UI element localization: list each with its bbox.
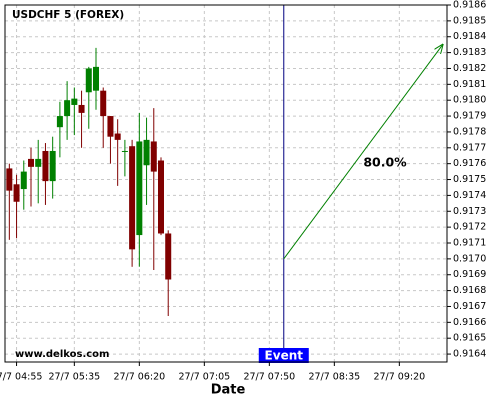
y-tick-label: 0.9164 (453, 349, 486, 360)
x-tick-label: 27/7 05:35 (48, 372, 100, 383)
chart-title: USDCHF 5 (FOREX) (12, 9, 124, 21)
y-tick-label: 0.9180 (453, 95, 486, 106)
forecast-arrow (283, 45, 443, 260)
x-axis-label: Date (211, 383, 246, 398)
candle-body (56, 116, 63, 128)
candle-body (136, 141, 143, 236)
candle-body (150, 141, 157, 172)
y-tick-label: 0.9169 (453, 269, 486, 280)
y-tick-label: 0.9170 (453, 253, 486, 264)
y-tick-label: 0.9182 (453, 63, 486, 74)
watermark: www.delkos.com (15, 349, 109, 360)
candle-body (129, 146, 136, 250)
y-tick-label: 0.9183 (453, 47, 486, 58)
y-tick-label: 0.9166 (453, 317, 486, 328)
candle-body (6, 168, 13, 191)
y-tick-label: 0.9167 (453, 301, 486, 312)
candle-body (85, 68, 92, 93)
plot-layer: Event 80.0% (5, 4, 447, 363)
y-tick-label: 0.9184 (453, 31, 486, 42)
x-tick-label: 27/7 08:35 (308, 372, 360, 383)
candle-body (143, 139, 150, 166)
candle-body (165, 233, 172, 280)
candle-body (13, 184, 20, 202)
event-label-box (258, 348, 309, 363)
y-tick-label: 0.9168 (453, 285, 486, 296)
candle-body (114, 133, 121, 140)
plot-frame (4, 4, 448, 363)
candle-body (100, 90, 107, 117)
candle-body (78, 104, 85, 113)
candle-body (64, 100, 71, 117)
x-tick-label: 27/7 09:20 (373, 372, 425, 383)
y-tick-label: 0.9171 (453, 238, 486, 249)
y-tick-label: 0.9175 (453, 174, 486, 185)
y-tick-label: 0.9177 (453, 142, 486, 153)
y-tick-label: 0.9178 (453, 126, 486, 137)
y-tick-label: 0.9172 (453, 222, 486, 233)
candle-body (121, 150, 128, 152)
candle-body (49, 150, 56, 182)
x-tick-label: 27/7 07:05 (178, 372, 230, 383)
candle-body (28, 158, 34, 167)
x-tick-label: 27/7 06:20 (113, 372, 165, 383)
y-tick-label: 0.9173 (453, 206, 486, 217)
forecast-label: 80.0% (363, 155, 407, 170)
y-tick-label: 0.9185 (453, 15, 486, 26)
y-tick-label: 0.9176 (453, 158, 486, 169)
y-tick-label: 0.9165 (453, 333, 486, 344)
y-tick-label: 0.9181 (453, 79, 486, 90)
candle-body (20, 171, 27, 190)
x-tick-label: 27/7 04:55 (0, 372, 42, 383)
candle-body (35, 158, 42, 167)
candle-body (107, 116, 114, 137)
y-tick-label: 0.9174 (453, 190, 486, 201)
y-tick-label: 0.9186 (453, 0, 486, 11)
event-label: Event (265, 349, 304, 363)
candle-body (93, 66, 99, 91)
candle-body (71, 98, 78, 105)
candle-body (42, 150, 49, 182)
x-tick-label: 27/7 07:50 (243, 372, 295, 383)
candle-body (158, 160, 164, 234)
y-tick-label: 0.9179 (453, 111, 486, 122)
